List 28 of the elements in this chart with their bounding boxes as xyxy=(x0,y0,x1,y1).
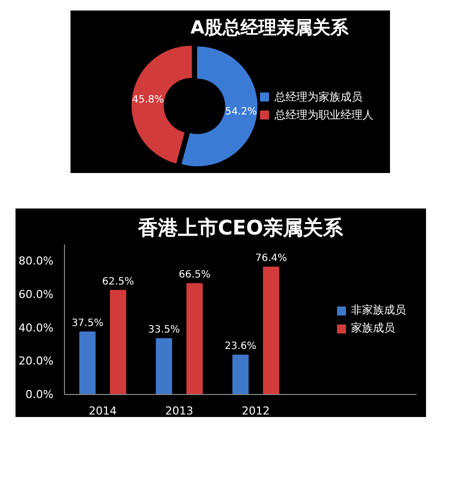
data-label: 66.5% xyxy=(178,270,210,281)
data-label: 23.6% xyxy=(224,341,256,352)
bar xyxy=(156,338,172,394)
chart-title: A股总经理亲属关系 xyxy=(190,18,350,38)
y-tick-label: 0.0% xyxy=(26,388,54,401)
data-label: 54.2% xyxy=(225,106,257,118)
data-label: 62.5% xyxy=(102,276,134,288)
legend-label: 家族成员 xyxy=(351,320,395,336)
data-label: 76.4% xyxy=(255,253,288,264)
x-tick-label: 2013 xyxy=(165,404,194,418)
bar xyxy=(262,266,280,394)
bar xyxy=(232,354,249,394)
x-tick-label: 2012 xyxy=(242,404,270,418)
y-tick-label: 40.0% xyxy=(18,321,54,334)
data-label: 33.5% xyxy=(148,324,180,336)
bar xyxy=(110,290,126,394)
data-label: 37.5% xyxy=(72,318,104,329)
bar xyxy=(79,332,96,394)
bar xyxy=(186,283,203,394)
data-label: 45.8% xyxy=(132,94,164,106)
legend-label: 总经理为家族成员 xyxy=(274,89,362,104)
chart-title: 香港上市CEO亲属关系 xyxy=(136,216,344,240)
y-tick-label: 60.0% xyxy=(18,288,54,301)
legend-label: 总经理为职业经理人 xyxy=(274,107,374,122)
y-tick-label: 20.0% xyxy=(18,354,54,368)
x-tick-label: 2014 xyxy=(88,404,117,418)
y-tick-label: 80.0% xyxy=(18,254,54,268)
legend-label: 非家族成员 xyxy=(351,302,406,318)
